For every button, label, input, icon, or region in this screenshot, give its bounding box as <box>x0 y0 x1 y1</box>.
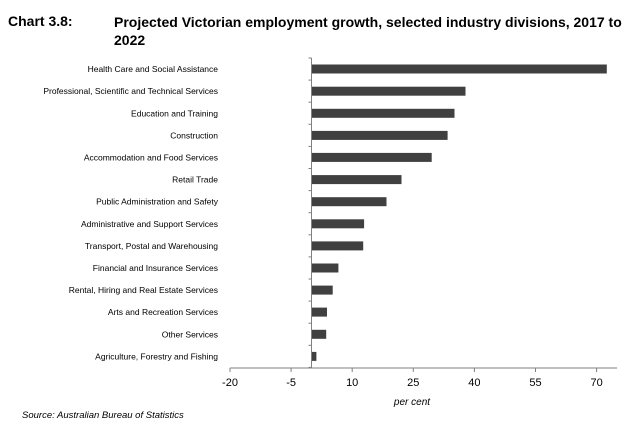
bar-construction <box>311 130 448 140</box>
bar-education-and-training <box>311 108 455 118</box>
category-label: Transport, Postal and Warehousing <box>85 241 218 251</box>
bar-administrative-and-support-services <box>311 219 365 229</box>
category-label: Professional, Scientific and Technical S… <box>43 86 218 96</box>
category-label: Health Care and Social Assistance <box>88 64 219 74</box>
category-label: Other Services <box>162 329 218 339</box>
x-tick-label: -5 <box>286 377 296 389</box>
x-tick-label: 55 <box>529 377 541 389</box>
x-tick-label: -20 <box>222 377 238 389</box>
x-tick-label: 40 <box>468 377 480 389</box>
category-label: Financial and Insurance Services <box>93 263 218 273</box>
bar-health-care-and-social-assistance <box>311 64 607 74</box>
x-tick-label: 25 <box>407 377 419 389</box>
bar-other-services <box>311 329 327 339</box>
category-label: Public Administration and Safety <box>96 197 219 207</box>
bar-retail-trade <box>311 175 402 185</box>
chart-title: Projected Victorian employment growth, s… <box>114 14 622 48</box>
category-label: Construction <box>170 130 218 140</box>
bar-arts-and-recreation-services <box>311 307 327 317</box>
category-label: Retail Trade <box>172 175 218 185</box>
category-label: Administrative and Support Services <box>81 219 218 229</box>
bar-accommodation-and-food-services <box>311 152 432 162</box>
chart-number: Chart 3.8: <box>8 13 73 29</box>
bar-agriculture-forestry-and-fishing <box>311 351 317 361</box>
category-label: Accommodation and Food Services <box>84 152 218 162</box>
category-label: Rental, Hiring and Real Estate Services <box>69 285 218 295</box>
x-tick-label: 10 <box>346 377 358 389</box>
category-label: Arts and Recreation Services <box>108 307 218 317</box>
bar-financial-and-insurance-services <box>311 263 339 273</box>
x-axis-label: per cent <box>393 397 431 408</box>
category-label: Agriculture, Forestry and Fishing <box>95 351 218 361</box>
source-note: Source: Australian Bureau of Statistics <box>22 410 184 421</box>
category-label: Education and Training <box>131 108 218 118</box>
bar-transport-postal-and-warehousing <box>311 241 364 251</box>
bar-rental-hiring-and-real-estate-services <box>311 285 333 295</box>
bar-professional-scientific-and-technical-services <box>311 86 466 96</box>
bar-public-administration-and-safety <box>311 197 387 207</box>
x-tick-label: 70 <box>590 377 602 389</box>
